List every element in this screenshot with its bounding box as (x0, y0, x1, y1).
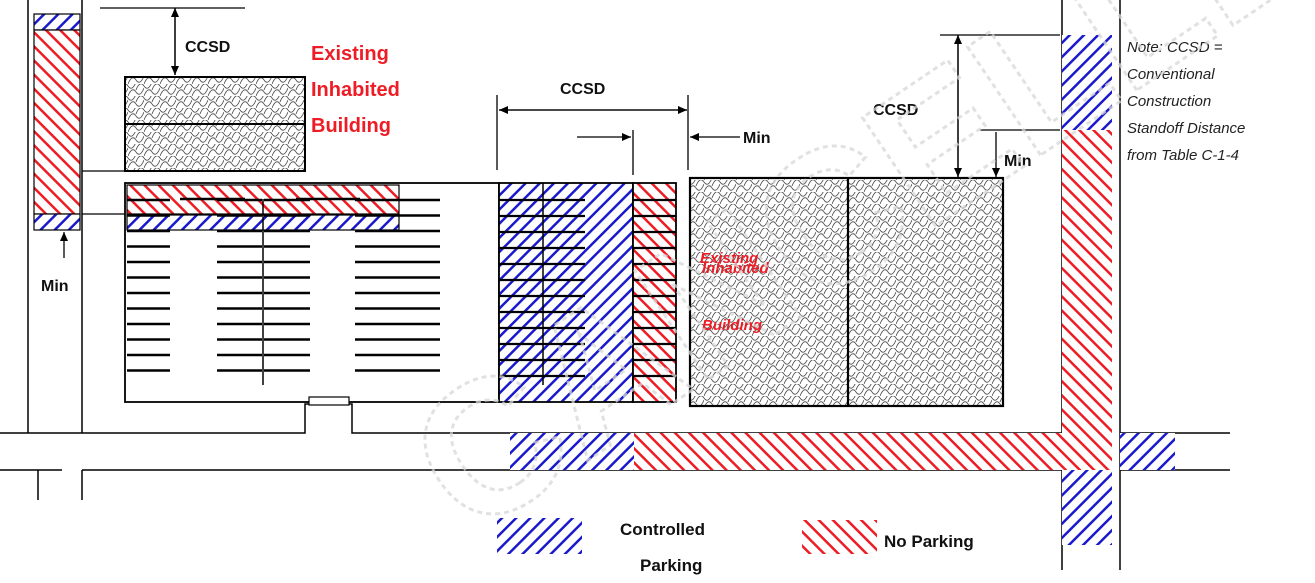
building-left-label-line3: Building (311, 115, 391, 137)
note-line1: Note: CCSD = (1127, 39, 1223, 56)
legend-no-parking-swatch (802, 520, 877, 554)
building-right-label-line1: Existing (700, 250, 758, 267)
min-label-right: Min (1004, 153, 1032, 170)
legend-controlled-swatch (497, 518, 582, 554)
middle-stall-lines (499, 198, 676, 378)
legend-controlled-label-line1: Controlled (620, 520, 705, 539)
left-strip-controlled-top (33, 13, 81, 31)
note-line2: Conventional (1127, 66, 1215, 83)
note-line3: Construction (1127, 93, 1211, 110)
building-left-label-line2: Inhabited (311, 79, 400, 101)
note-line4: Standoff Distance (1127, 120, 1245, 137)
road-controlled-parking (510, 433, 634, 470)
note-line5: from Table C-1-4 (1127, 147, 1239, 164)
parking-stall-lines (127, 197, 440, 372)
legend-no-parking-label: No Parking (884, 532, 974, 551)
road-no-parking (634, 433, 1062, 470)
min-label-left: Min (41, 278, 69, 295)
building-left-label-line1: Existing (311, 43, 389, 65)
middle-no-parking (632, 182, 677, 403)
building-right-label-line2: Inhabited (702, 260, 770, 277)
legend-controlled-label-line2: Parking (640, 556, 702, 575)
dimension-lines (60, 7, 1060, 258)
right-road-controlled-bottom (1062, 470, 1112, 545)
left-strip-controlled-bottom (33, 213, 81, 231)
legend: Controlled Parking No Parking (497, 518, 974, 575)
ccsd-label-right: CCSD (873, 102, 918, 119)
left-strip-no-parking (33, 29, 81, 215)
road-right-controlled-parking (1120, 433, 1175, 470)
middle-controlled-parking (498, 182, 634, 403)
ccsd-label-left: CCSD (185, 39, 230, 56)
min-label-middle: Min (743, 130, 771, 147)
parking-lot-entrance (308, 396, 350, 406)
ccsd-label-middle: CCSD (560, 81, 605, 98)
right-road-controlled-top (1062, 35, 1112, 130)
building-right-label-line3: Building (702, 317, 762, 334)
right-road-no-parking (1062, 130, 1112, 470)
existing-building-right (688, 176, 1005, 408)
